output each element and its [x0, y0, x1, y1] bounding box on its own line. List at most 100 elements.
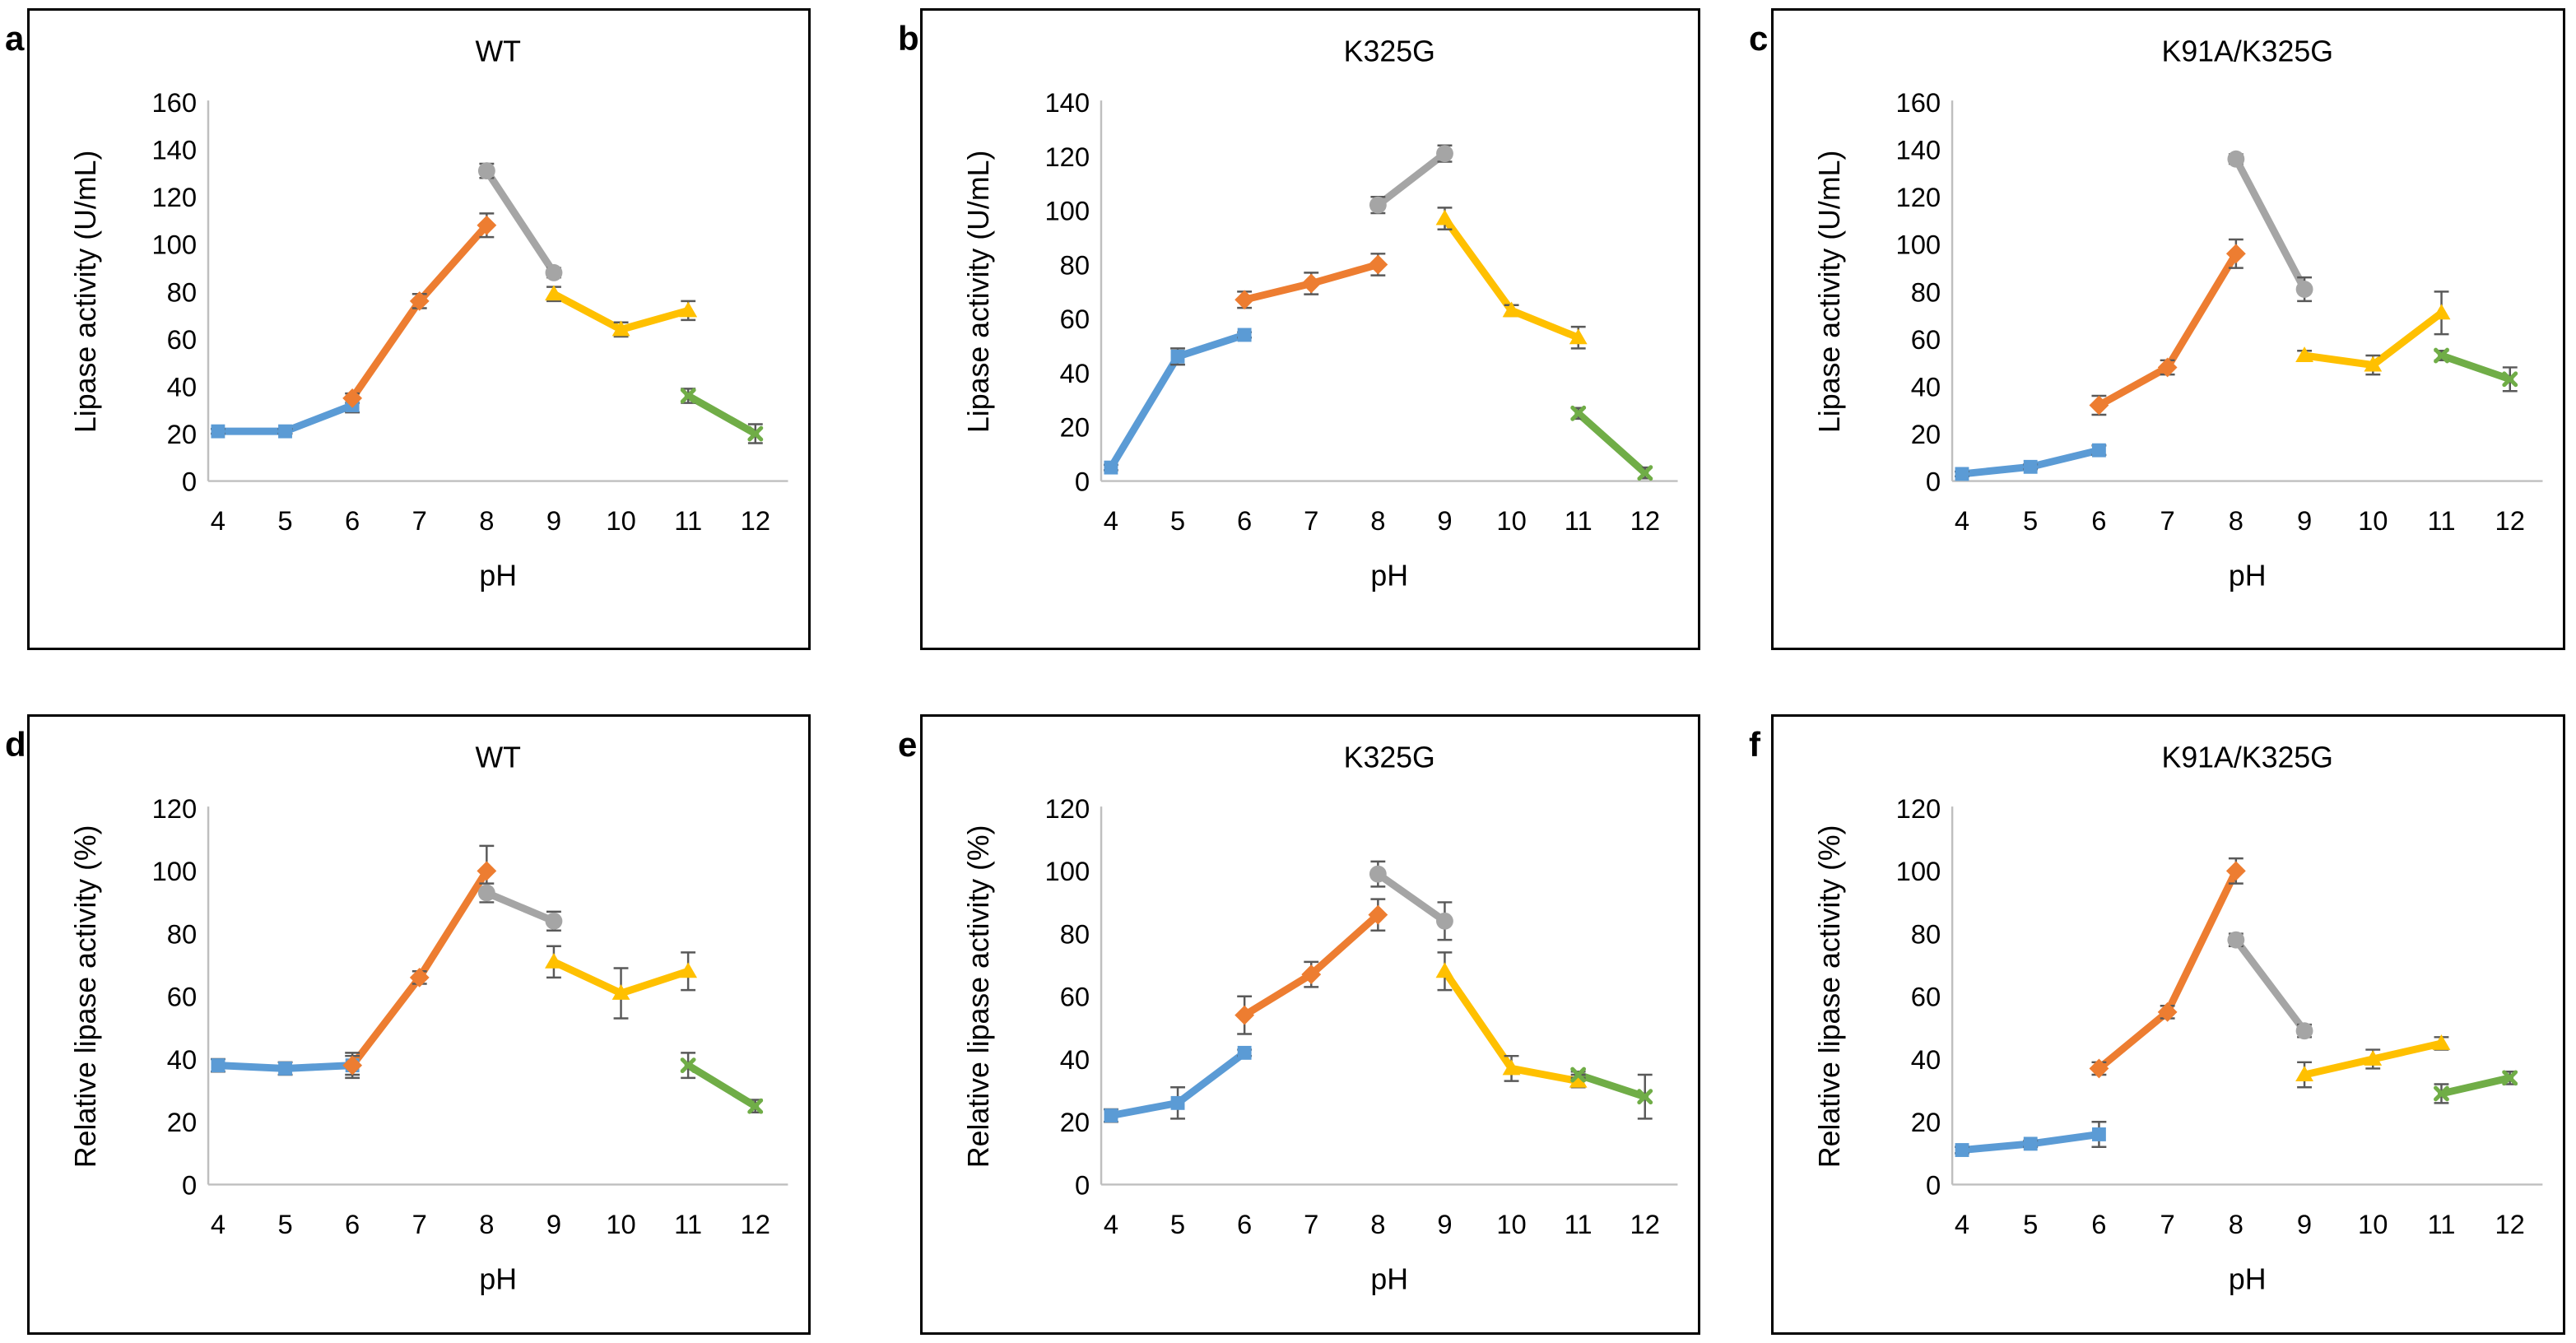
- series-orange-marker-diamond: [409, 290, 430, 311]
- chart-title-e: K325G: [1344, 741, 1435, 774]
- error-bars: [210, 162, 763, 444]
- series-yellow-marker-triangle: [679, 962, 698, 978]
- y-tick-label: 40: [167, 1044, 197, 1075]
- x-tick-label: 12: [741, 505, 770, 536]
- x-tick-label: 10: [2358, 1209, 2388, 1239]
- series-green-line: [684, 392, 760, 438]
- y-tick-label: 100: [152, 856, 198, 886]
- y-axis-title: Lipase activity (U/mL): [1813, 151, 1846, 433]
- series-gray-marker-circle: [477, 162, 495, 180]
- y-tick-label: 120: [1896, 793, 1941, 824]
- panel-letter-b: b: [898, 19, 919, 58]
- x-tick-label: 11: [1565, 505, 1593, 536]
- x-tick-label: 9: [1437, 1209, 1452, 1239]
- y-tick-label: 20: [167, 1107, 197, 1137]
- x-tick-label: 5: [1170, 1209, 1185, 1239]
- series-green-marker-x: [680, 388, 696, 404]
- chart-title-a: WT: [475, 35, 521, 68]
- series-orange-marker-diamond: [342, 388, 363, 408]
- series-yellow-marker-triangle: [1435, 962, 1454, 978]
- x-tick-label: 9: [2297, 1209, 2312, 1239]
- series-gray-marker-circle: [545, 263, 563, 281]
- x-axis-title: pH: [2229, 560, 2267, 592]
- x-tick-label: 6: [1237, 505, 1252, 536]
- series-yellow-marker-triangle: [2295, 1066, 2313, 1081]
- chart-title-b: K325G: [1344, 35, 1435, 68]
- chart-title-d: WT: [475, 741, 521, 774]
- y-tick-label: 100: [1045, 856, 1090, 886]
- series-green-line: [684, 1062, 760, 1110]
- series-blue-marker-square: [1955, 467, 1969, 481]
- x-tick-label: 10: [2358, 505, 2388, 536]
- series-orange-marker-diamond: [342, 1055, 363, 1076]
- y-tick-label: 60: [1060, 304, 1090, 334]
- series-gray-line: [482, 167, 558, 276]
- series-yellow-marker-triangle: [2364, 356, 2383, 372]
- y-tick-label: 0: [182, 1169, 197, 1200]
- y-tick-label: 140: [1044, 87, 1090, 118]
- series-yellow-marker-triangle: [611, 320, 630, 337]
- series-green-marker-x: [1570, 1066, 1587, 1083]
- y-tick-label: 120: [152, 793, 198, 824]
- x-tick-labels: 4 5 6 7 8 9 10 11 12: [1955, 505, 2525, 536]
- y-tick-label: 100: [1896, 856, 1941, 886]
- x-tick-label: 4: [1955, 505, 1969, 536]
- x-axis-title: pH: [479, 560, 517, 592]
- y-tick-label: 40: [1911, 1044, 1941, 1075]
- series-markers: [1104, 865, 1653, 1123]
- series-gray-marker-circle: [2295, 1022, 2313, 1040]
- x-tick-labels: 4 5 6 7 8 9 10 11 12: [211, 505, 770, 536]
- y-tick-labels: 0 20 40 60 80 100 120: [1896, 793, 1941, 1200]
- x-tick-label: 11: [2428, 505, 2456, 536]
- x-tick-labels: 4 5 6 7 8 9 10 11 12: [1955, 1209, 2525, 1239]
- x-tick-label: 8: [1370, 1209, 1385, 1239]
- y-tick-label: 120: [1045, 793, 1090, 824]
- x-tick-label: 5: [2023, 1209, 2038, 1239]
- series-gray-marker-circle: [1436, 145, 1453, 163]
- x-tick-label: 5: [277, 1209, 292, 1239]
- series-yellow-marker-triangle: [2364, 1050, 2383, 1066]
- series-markers: [1955, 861, 2518, 1157]
- series-markers: [211, 861, 764, 1114]
- series-gray-line: [2232, 936, 2309, 1035]
- y-tick-label: 0: [1926, 466, 1941, 496]
- series-yellow-marker-triangle: [545, 285, 563, 301]
- series-yellow-marker-triangle: [545, 952, 563, 969]
- series-yellow-marker-triangle: [2432, 304, 2451, 320]
- panel-d: WT 0 20 40 60 80 100 120 4 5 6 7 8 9 10 11 12 Relative li…: [27, 714, 811, 1335]
- y-tick-label: 100: [1044, 196, 1090, 226]
- y-tick-label: 0: [182, 466, 197, 496]
- x-tick-label: 4: [1955, 1209, 1969, 1239]
- x-tick-label: 8: [479, 505, 494, 536]
- y-tick-label: 120: [151, 182, 197, 212]
- panel-e: K325G 0 20 40 60 80 100 120 4 5 6 7 8 9 10 11 12 Relative…: [920, 714, 1700, 1335]
- series-green-line: [1574, 1071, 1649, 1101]
- x-tick-label: 11: [2427, 1209, 2455, 1239]
- series-yellow-line: [1441, 215, 1583, 342]
- series-orange-line: [2095, 249, 2240, 409]
- series-yellow-marker-triangle: [1569, 1071, 1588, 1088]
- series-blue-marker-square: [1237, 1045, 1252, 1060]
- x-tick-label: 10: [1496, 1209, 1526, 1239]
- series-yellow-marker-triangle: [2295, 346, 2314, 362]
- y-tick-label: 120: [1044, 142, 1090, 172]
- x-tick-label: 7: [2160, 1209, 2175, 1239]
- error-bars: [1103, 144, 1653, 480]
- series-gray-marker-circle: [2295, 281, 2313, 298]
- x-tick-label: 6: [1237, 1209, 1252, 1239]
- chart-a: WT 0 20 40 60 80 100 120 140 160 4 5 6 7 8 9 10 11 12 Lipas…: [69, 35, 788, 592]
- x-tick-label: 9: [546, 1209, 561, 1239]
- x-tick-label: 5: [1170, 505, 1185, 536]
- x-tick-label: 6: [2091, 1209, 2106, 1239]
- y-tick-label: 160: [151, 87, 197, 118]
- chart-e: K325G 0 20 40 60 80 100 120 4 5 6 7 8 9 10 11 12 Relative…: [962, 741, 1678, 1295]
- x-tick-label: 4: [1104, 505, 1118, 536]
- series-yellow-marker-triangle: [679, 301, 698, 318]
- series-green-marker-x: [1637, 465, 1653, 481]
- chart-title-c: K91A/K325G: [2161, 35, 2333, 68]
- series-blue-marker-square: [2023, 1136, 2038, 1151]
- series-lines: [1958, 867, 2514, 1154]
- panel-letter-e: e: [898, 725, 918, 764]
- chart-d: WT 0 20 40 60 80 100 120 4 5 6 7 8 9 10 11 12 Relative li…: [69, 741, 788, 1295]
